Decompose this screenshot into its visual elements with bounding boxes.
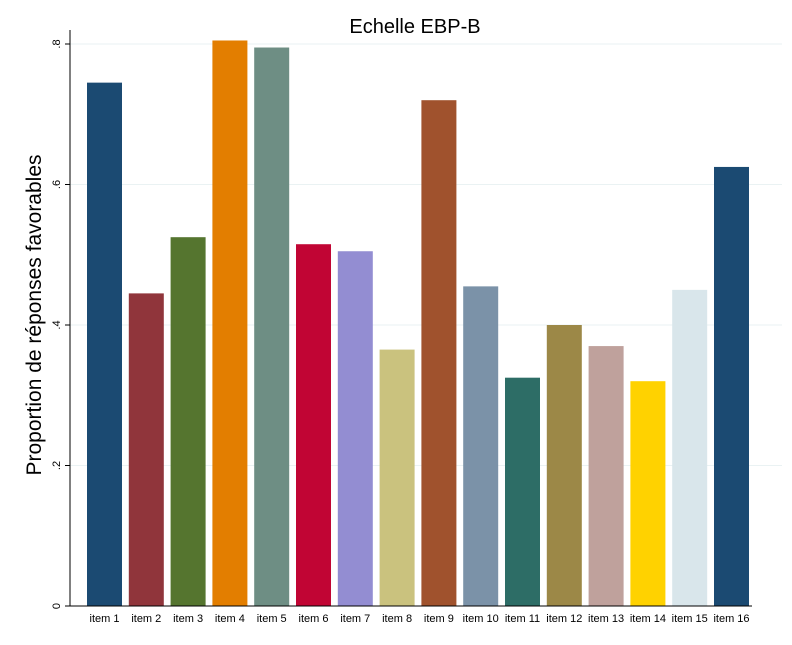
bar	[505, 377, 540, 606]
bar	[254, 47, 290, 606]
bar	[296, 244, 331, 606]
x-category-label: item 6	[299, 613, 329, 625]
bar	[337, 251, 373, 607]
x-category-label: item 14	[630, 613, 666, 625]
bar	[212, 40, 248, 607]
bar	[546, 325, 582, 606]
bar	[379, 349, 415, 606]
chart-title: Echelle EBP-B	[349, 16, 480, 38]
y-tick-label: .8	[51, 39, 63, 48]
y-tick-labels: 0 .2 .4 .6 .8	[51, 39, 63, 609]
bars	[87, 40, 749, 607]
y-tick-label: .2	[51, 461, 63, 470]
y-axis-label: Proportion de réponses favorables	[23, 154, 46, 475]
bar	[128, 293, 164, 606]
x-category-label: item 4	[215, 613, 245, 625]
x-category-label: item 8	[382, 613, 412, 625]
x-category-label: item 16	[713, 613, 749, 625]
axes	[65, 30, 752, 607]
y-tick-label: 0	[51, 603, 63, 609]
x-category-label: item 3	[173, 613, 203, 625]
bar	[421, 100, 457, 606]
x-category-label: item 9	[424, 613, 454, 625]
x-category-label: item 5	[257, 613, 287, 625]
x-category-label: item 7	[340, 613, 370, 625]
bar	[630, 381, 666, 606]
y-tick-label: .4	[51, 320, 63, 329]
x-category-label: item 12	[546, 613, 582, 625]
x-category-label: item 15	[672, 613, 708, 625]
x-category-label: item 10	[463, 613, 499, 625]
x-category-label: item 2	[131, 613, 161, 625]
bar	[714, 166, 749, 606]
bar	[672, 289, 708, 606]
y-tick-label: .6	[51, 180, 63, 189]
x-category-label: item 1	[90, 613, 120, 625]
x-category-label: item 11	[505, 613, 540, 625]
x-category-labels: item 1 item 2 item 3 item 4 item 5 item 6 item…	[90, 613, 750, 625]
bar	[87, 82, 122, 606]
bar	[463, 286, 499, 606]
bar	[588, 346, 624, 606]
x-category-label: item 13	[588, 613, 624, 625]
bar	[170, 237, 206, 606]
